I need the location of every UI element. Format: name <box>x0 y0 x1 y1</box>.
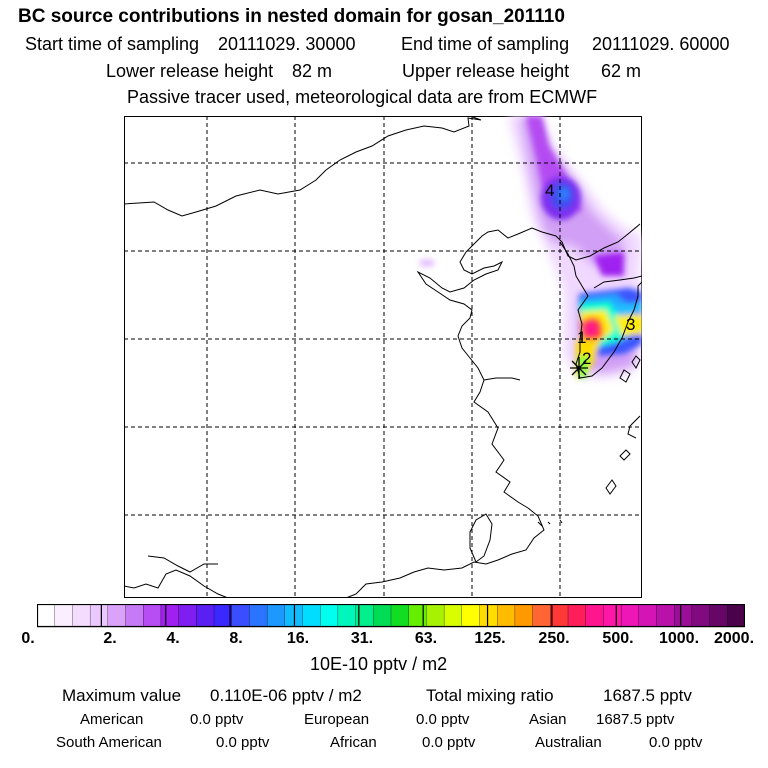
lower-height-value: 82 m <box>292 61 333 81</box>
colorbar-cell <box>89 604 109 628</box>
colorbar-cell <box>532 604 551 628</box>
colorbar-cell <box>585 604 604 628</box>
colorbar-cell <box>550 604 569 628</box>
colorbar-unit: 10E-10 pptv / m2 <box>310 654 448 674</box>
region-american-value: 0.0 pptv <box>190 711 244 728</box>
colorbar-tick-4: 16. <box>286 630 310 647</box>
upper-height-label: Upper release height <box>402 61 570 81</box>
figure-title: BC source contributions in nested domain… <box>18 6 565 27</box>
tracer-note: Passive tracer used, meteorological data… <box>127 87 598 107</box>
upper-height-value: 62 m <box>601 61 642 81</box>
end-time-label: End time of sampling <box>401 34 570 54</box>
colorbar-cell <box>284 604 303 628</box>
colorbar-cell <box>160 604 180 628</box>
colorbar-cell <box>514 604 534 628</box>
colorbar-cell <box>125 604 144 628</box>
lat-lon-grid <box>124 116 642 598</box>
colorbar-cell <box>143 604 162 628</box>
colorbar-cell <box>656 604 675 628</box>
colorbar <box>37 604 745 628</box>
colorbar-cell <box>461 604 480 628</box>
region-african-value: 0.0 pptv <box>422 734 476 751</box>
colorbar-cell <box>620 604 640 628</box>
region-european-value: 0.0 pptv <box>416 711 470 728</box>
receptor-station-icon <box>570 357 588 379</box>
colorbar-cell <box>54 604 73 628</box>
colorbar-tick-11: 2000. <box>713 630 755 647</box>
colorbar-tick-10: 1000. <box>658 630 700 647</box>
max-value-label: Maximum value <box>62 686 182 705</box>
colorbar-tick-8: 250. <box>538 630 570 647</box>
region-south-american-label: South American <box>56 734 162 751</box>
start-time-label: Start time of sampling <box>25 34 200 54</box>
colorbar-cell <box>231 604 250 628</box>
colorbar-tick-7: 125. <box>474 630 506 647</box>
colorbar-cell <box>603 604 622 628</box>
colorbar-cell <box>266 604 286 628</box>
lower-height-label: Lower release height <box>106 61 274 81</box>
colorbar-tick-0: 0. <box>21 630 35 647</box>
colorbar-cell <box>691 604 711 628</box>
region-asian-value: 1687.5 pptv <box>596 711 675 728</box>
colorbar-cell <box>178 604 197 628</box>
colorbar-tick-1: 2. <box>103 630 117 647</box>
region-australian-label: Australian <box>535 734 602 751</box>
total-mixing-value: 1687.5 pptv <box>603 686 692 705</box>
colorbar-tick-9: 500. <box>602 630 634 647</box>
coastlines <box>124 116 642 598</box>
colorbar-cell <box>72 604 91 628</box>
colorbar-cell <box>320 604 339 628</box>
colorbar-cell <box>196 604 215 628</box>
total-mixing-label: Total mixing ratio <box>426 686 554 705</box>
region-african-label: African <box>330 734 377 751</box>
colorbar-tick-6: 63. <box>414 630 438 647</box>
colorbar-cell <box>638 604 657 628</box>
colorbar-cell <box>727 604 745 628</box>
colorbar-tick-2: 4. <box>166 630 180 647</box>
colorbar-cell <box>337 604 357 628</box>
colorbar-cell <box>479 604 498 628</box>
colorbar-cell <box>443 604 463 628</box>
region-american-label: American <box>80 711 144 728</box>
marker-2: 2 <box>582 349 591 368</box>
marker-4: 4 <box>545 181 554 200</box>
colorbar-cell <box>567 604 587 628</box>
colorbar-cell <box>213 604 233 628</box>
colorbar-cell <box>709 604 728 628</box>
colorbar-cell <box>373 604 392 628</box>
colorbar-cell <box>107 604 126 628</box>
max-value: 0.110E-06 pptv / m2 <box>210 686 362 705</box>
region-australian-value: 0.0 pptv <box>649 734 703 751</box>
marker-3: 3 <box>626 315 635 334</box>
colorbar-cell <box>249 604 268 628</box>
colorbar-cell <box>302 604 321 628</box>
colorbar-tick-5: 31. <box>350 630 374 647</box>
colorbar-cell <box>426 604 445 628</box>
end-time-value: 20111029. 60000 <box>592 34 730 54</box>
colorbar-cell <box>390 604 410 628</box>
colorbar-cell <box>497 604 516 628</box>
region-south-american-value: 0.0 pptv <box>216 734 270 751</box>
contribution-plume <box>419 116 642 378</box>
region-asian-label: Asian <box>529 711 567 728</box>
start-time-value: 20111029. 30000 <box>218 34 356 54</box>
colorbar-tick-3: 8. <box>229 630 243 647</box>
colorbar-cell <box>408 604 427 628</box>
region-european-label: European <box>304 711 370 728</box>
nested-domain-map: 1 2 3 4 <box>124 116 642 598</box>
marker-1: 1 <box>577 328 586 347</box>
colorbar-cell <box>37 604 56 628</box>
colorbar-cell <box>674 604 693 628</box>
